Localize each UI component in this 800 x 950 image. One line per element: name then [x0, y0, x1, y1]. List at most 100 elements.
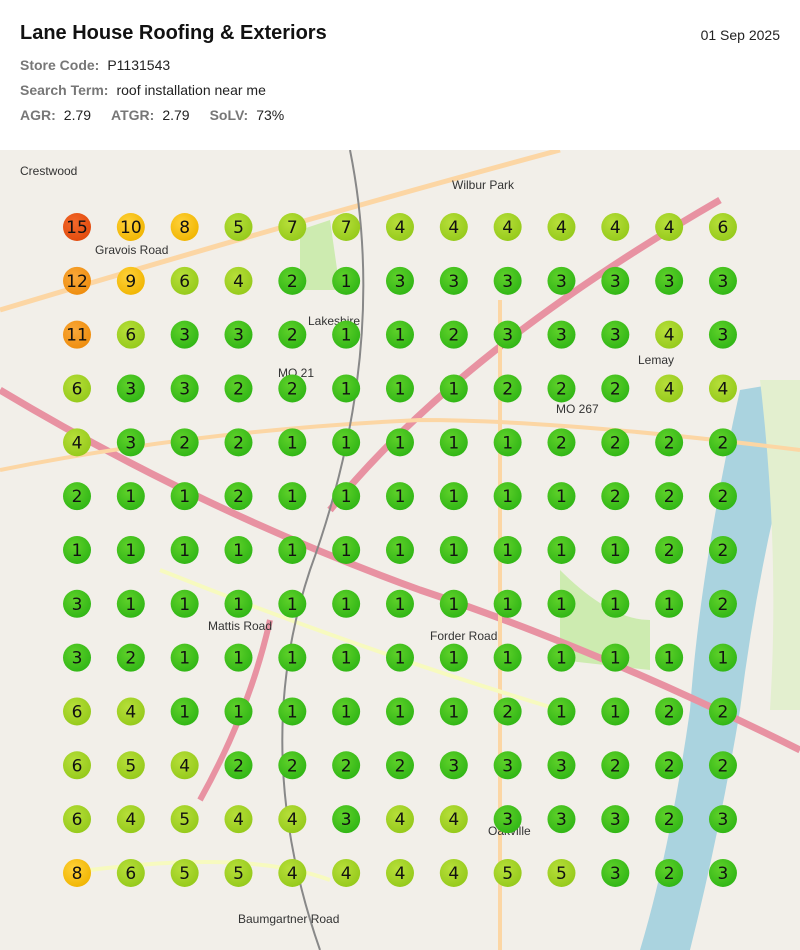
rank-cell: 1: [439, 589, 468, 618]
rank-cell: 9: [116, 266, 145, 295]
rank-pin: [439, 751, 468, 780]
rank-pin: [332, 428, 361, 457]
rank-label: 1: [72, 541, 83, 561]
rank-label: 1: [395, 487, 406, 507]
rank-label: 12: [66, 272, 88, 292]
rank-cell: 1: [385, 374, 414, 403]
rank-cell: 1: [493, 589, 522, 618]
rank-cell: 4: [655, 374, 684, 403]
rank-pin: [493, 374, 522, 403]
rank-label: 3: [718, 272, 729, 292]
rank-label: 1: [610, 702, 621, 722]
rank-cell: 3: [601, 320, 630, 349]
rank-pin: [63, 858, 91, 887]
rank-pin: [332, 266, 361, 295]
rank-label: 15: [66, 218, 88, 238]
rank-pin: [116, 213, 145, 241]
rank-cell: 6: [116, 858, 145, 887]
rank-label: 6: [125, 864, 136, 884]
rank-label: 4: [664, 379, 675, 399]
rank-pin: [63, 428, 91, 457]
rank-cell: 1: [170, 697, 199, 726]
rank-pin: [224, 320, 253, 349]
rank-label: 5: [502, 864, 513, 884]
rank-label: 1: [395, 649, 406, 669]
rank-label: 1: [341, 541, 352, 561]
rank-pin: [385, 266, 414, 295]
rank-cell: 5: [493, 858, 522, 887]
rank-cell: 4: [116, 805, 145, 834]
rank-label: 5: [179, 810, 190, 830]
rank-pin: [601, 589, 630, 618]
rank-cell: 3: [547, 320, 576, 349]
rank-pin: [601, 320, 630, 349]
rank-pin: [278, 858, 307, 887]
rank-label: 3: [610, 272, 621, 292]
rank-label: 2: [341, 756, 352, 776]
rank-cell: 2: [63, 482, 91, 511]
rank-pin: [224, 751, 253, 780]
rank-pin: [601, 535, 630, 564]
rank-pin: [547, 374, 576, 403]
rank-cell: 3: [439, 266, 468, 295]
rank-label: 3: [179, 379, 190, 399]
rank-pin: [116, 535, 145, 564]
rank-cell: 6: [63, 805, 91, 834]
map-label: Forder Road: [430, 629, 497, 643]
rank-label: 1: [556, 649, 567, 669]
map-label: Wilbur Park: [452, 178, 515, 192]
rank-label: 6: [72, 379, 83, 399]
rank-label: 2: [610, 756, 621, 776]
rank-cell: 1: [170, 643, 199, 672]
rank-pin: [601, 858, 630, 887]
rank-label: 1: [610, 649, 621, 669]
rank-label: 1: [179, 487, 190, 507]
rank-label: 1: [502, 595, 513, 615]
rank-pin: [708, 751, 737, 780]
rank-cell: 7: [278, 213, 307, 241]
rank-pin: [547, 858, 576, 887]
rank-pin: [116, 428, 145, 457]
rank-label: 8: [179, 218, 190, 238]
rank-pin: [278, 428, 307, 457]
rank-pin: [439, 374, 468, 403]
rank-cell: 2: [278, 320, 307, 349]
info-label: ATGR:: [111, 107, 155, 123]
rank-pin: [547, 589, 576, 618]
rank-label: 1: [179, 541, 190, 561]
rank-cell: 4: [224, 805, 253, 834]
rank-cell: 3: [116, 428, 145, 457]
rank-pin: [278, 697, 307, 726]
rank-pin: [655, 697, 684, 726]
rank-label: 1: [179, 649, 190, 669]
rank-label: 3: [179, 326, 190, 346]
rank-cell: 1: [332, 428, 361, 457]
rank-cell: 1: [601, 643, 630, 672]
rank-pin: [385, 535, 414, 564]
rank-label: 5: [233, 218, 244, 238]
rank-label: 4: [233, 810, 244, 830]
rank-cell: 1: [655, 589, 684, 618]
rank-cell: 3: [547, 266, 576, 295]
rank-pin: [116, 751, 145, 780]
rank-pin: [385, 805, 414, 834]
rank-cell: 1: [547, 697, 576, 726]
rank-cell: 2: [385, 751, 414, 780]
rank-pin: [601, 213, 630, 241]
rank-cell: 3: [332, 805, 361, 834]
rank-pin: [332, 805, 361, 834]
rank-cell: 1: [439, 697, 468, 726]
rank-label: 5: [179, 864, 190, 884]
rank-label: 3: [556, 326, 567, 346]
rank-pin: [655, 266, 684, 295]
rank-pin: [385, 428, 414, 457]
rank-pin: [278, 589, 307, 618]
rank-cell: 4: [601, 213, 630, 241]
rank-label: 4: [233, 272, 244, 292]
rank-pin: [493, 643, 522, 672]
rank-label: 3: [610, 864, 621, 884]
rank-pin: [439, 697, 468, 726]
rank-cell: 2: [655, 428, 684, 457]
rank-pin: [116, 697, 145, 726]
rank-cell: 3: [708, 320, 737, 349]
